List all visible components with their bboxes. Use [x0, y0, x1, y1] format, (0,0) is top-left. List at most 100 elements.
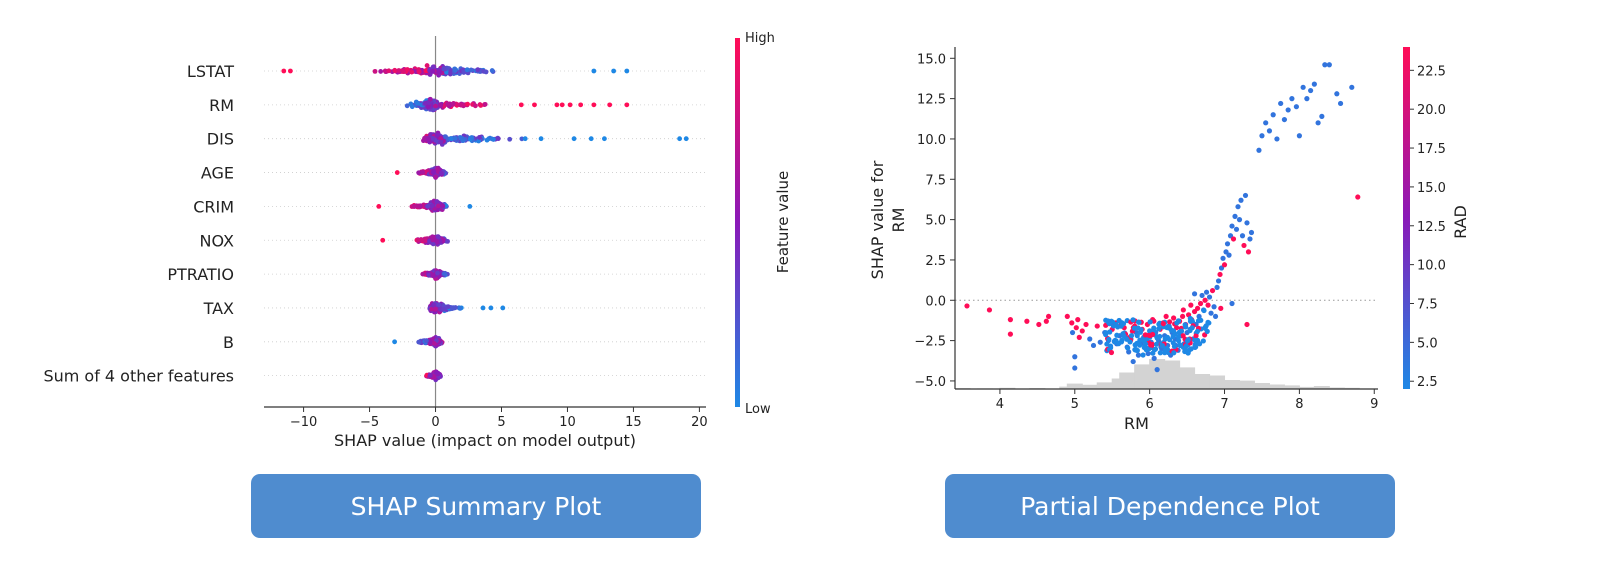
- dependence-point: [964, 303, 970, 309]
- beeswarm-point: [404, 103, 410, 109]
- dependence-point: [1180, 333, 1186, 339]
- x-axis-label-dependence: RM: [1124, 414, 1149, 433]
- x-tick-label: 4: [996, 397, 1004, 412]
- feature-label: B: [223, 333, 234, 352]
- beeswarm-point: [433, 174, 439, 180]
- beeswarm-point: [445, 238, 450, 244]
- histogram-bar: [1224, 380, 1241, 389]
- dependence-point: [1134, 333, 1140, 339]
- dependence-point: [1200, 338, 1206, 344]
- beeswarm-outlier: [683, 136, 689, 142]
- dependence-point: [1175, 334, 1182, 340]
- feature-label: PTRATIO: [167, 265, 234, 284]
- histogram-bar: [1298, 386, 1315, 389]
- beeswarm-point: [416, 69, 422, 75]
- beeswarm-point: [440, 203, 446, 209]
- beeswarm-point: [405, 67, 410, 72]
- dependence-point: [1337, 100, 1344, 107]
- dependence-point: [1355, 194, 1361, 200]
- x-tick-label: 20: [691, 415, 708, 430]
- beeswarm-point: [424, 63, 430, 68]
- dependence-point: [1229, 223, 1235, 229]
- histogram-bar: [1313, 386, 1330, 389]
- colorbar-tick-label: 7.5: [1417, 298, 1438, 313]
- feature-label: TAX: [203, 299, 234, 318]
- colorbar-tick-label: 15.0: [1417, 181, 1446, 196]
- x-tick-label: −5: [360, 415, 379, 430]
- dependence-point: [1075, 317, 1081, 323]
- dependence-point: [1141, 337, 1147, 343]
- dependence-point: [1134, 340, 1140, 346]
- dependence-point: [1097, 339, 1103, 345]
- histogram-bar: [1149, 359, 1166, 389]
- beeswarm-point: [427, 96, 433, 102]
- dependence-point: [1147, 328, 1153, 334]
- dependence-point: [1217, 271, 1223, 278]
- beeswarm-outlier: [522, 136, 528, 142]
- dependence-point: [1245, 249, 1252, 255]
- beeswarm-point: [469, 135, 475, 140]
- dependence-point: [1236, 217, 1243, 223]
- dependence-point: [1244, 321, 1250, 328]
- beeswarm-point: [419, 237, 425, 243]
- histogram-bar: [1119, 372, 1136, 389]
- x-tick-label: 6: [1146, 397, 1154, 412]
- dependence-point: [1045, 313, 1052, 320]
- beeswarm-point: [433, 103, 438, 109]
- dependence-point: [1193, 340, 1199, 346]
- dependence-point: [1334, 91, 1340, 97]
- dependence-point: [1174, 320, 1180, 326]
- dependence-point: [1266, 128, 1273, 134]
- dependence-point: [1183, 324, 1189, 330]
- beeswarm-outlier: [677, 136, 683, 142]
- dependence-point: [1171, 315, 1177, 321]
- beeswarm-outlier: [281, 68, 287, 74]
- dependence-point: [1270, 112, 1276, 118]
- colorbar-tick-label: 10.0: [1417, 259, 1446, 274]
- x-tick-label: 0: [431, 415, 439, 430]
- beeswarm-point: [434, 199, 440, 204]
- dependence-point: [1146, 332, 1152, 338]
- colorbar-tick-label: 2.5: [1417, 375, 1438, 390]
- dependence-point: [1130, 358, 1136, 365]
- beeswarm-outlier: [588, 136, 594, 142]
- dependence-points: [964, 62, 1361, 373]
- dependence-point: [1180, 307, 1186, 313]
- dependence-point: [1212, 313, 1219, 320]
- dependence-point: [1178, 328, 1185, 334]
- dependence-point: [1197, 300, 1204, 307]
- dependence-point: [1198, 317, 1204, 323]
- dependence-point: [1209, 287, 1216, 294]
- dependence-point: [1147, 319, 1153, 325]
- dependence-point: [1114, 332, 1120, 338]
- dependence-point: [1274, 136, 1280, 142]
- beeswarm-outlier: [287, 68, 293, 74]
- beeswarm-outlier: [518, 102, 524, 108]
- dependence-point: [1206, 320, 1212, 326]
- x-tick-label: 5: [1071, 397, 1079, 412]
- beeswarm-point: [409, 69, 415, 75]
- beeswarm-point: [431, 302, 437, 308]
- partial-dependence-plot-button[interactable]: Partial Dependence Plot: [945, 474, 1395, 538]
- beeswarm-point: [396, 68, 402, 73]
- dependence-point: [1108, 349, 1115, 356]
- x-tick-label: 15: [625, 415, 642, 430]
- dependence-point: [1349, 84, 1355, 90]
- beeswarm-point: [436, 302, 442, 308]
- dependence-point: [1233, 226, 1240, 232]
- dependence-point: [1175, 338, 1182, 344]
- dependence-point: [1024, 318, 1030, 324]
- beeswarm-outlier: [559, 102, 565, 108]
- y-tick-label: 0.0: [925, 294, 946, 309]
- dependence-point: [1142, 341, 1149, 347]
- histogram-bar: [1328, 387, 1345, 389]
- y-tick-label: −2.5: [914, 335, 946, 350]
- shap-summary-plot-button[interactable]: SHAP Summary Plot: [251, 474, 701, 538]
- beeswarm-point: [441, 306, 446, 312]
- dependence-point: [1300, 84, 1306, 90]
- beeswarm-point: [464, 67, 470, 73]
- y-axis-label-line1: SHAP value for: [868, 160, 887, 279]
- beeswarm-point: [435, 270, 440, 276]
- histogram-bar: [1194, 374, 1211, 389]
